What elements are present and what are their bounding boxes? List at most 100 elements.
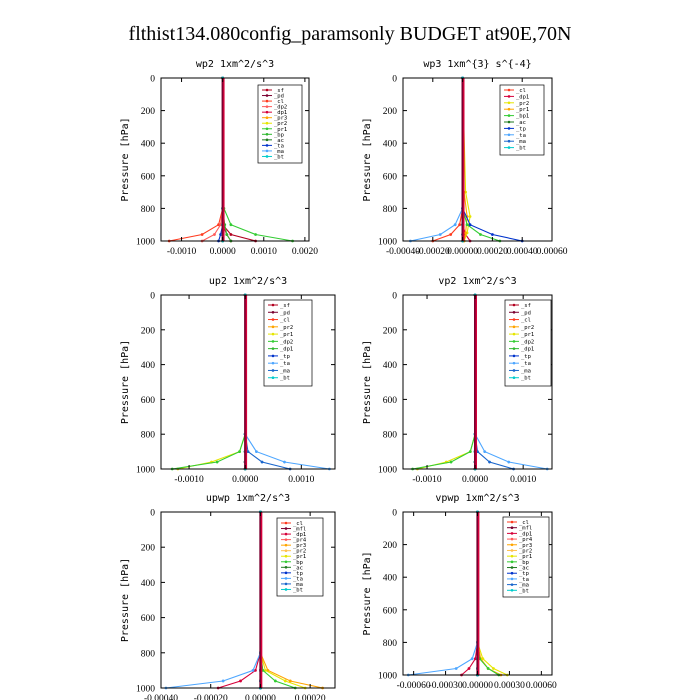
legend-label: _ma <box>519 583 529 589</box>
x-tick-label: 0.0000 <box>232 475 258 485</box>
legend-label: _ma <box>280 368 290 374</box>
legend-marker <box>284 560 288 564</box>
legend-marker <box>507 95 511 98</box>
figure-title: flthist134.080config_paramsonly BUDGET a… <box>129 23 572 45</box>
y-tick-label: 400 <box>141 361 156 371</box>
legend-marker <box>507 114 511 117</box>
legend-marker <box>510 589 514 592</box>
legend-marker <box>510 571 514 575</box>
panels: wp2 1xm^2/s^3 Pressure [hPa] 0 200 400 600 800… <box>120 59 568 700</box>
series-point <box>260 460 264 464</box>
legend-marker <box>265 149 269 153</box>
legend-label: _pd <box>280 310 290 316</box>
legend-label: _pr2 <box>521 325 534 331</box>
panel-title: upwp 1xm^2/s^3 <box>206 493 290 504</box>
x-tick-label: 0.00060 <box>526 681 557 691</box>
legend-label: _ma <box>274 149 284 155</box>
legend-label: _tp <box>519 571 529 577</box>
legend-marker <box>507 146 511 149</box>
legend-label: _cl <box>274 99 284 105</box>
series-point <box>465 223 469 227</box>
legend-label: _sf <box>274 88 284 94</box>
legend-marker <box>265 155 269 158</box>
legend-marker <box>265 110 269 114</box>
legend-marker <box>271 354 275 358</box>
plot-frame <box>160 511 336 689</box>
legend-marker <box>512 354 516 358</box>
series-point <box>507 460 511 464</box>
legend-marker <box>271 347 275 350</box>
legend-marker <box>284 577 288 580</box>
legend-marker <box>510 532 514 535</box>
legend-label: _ac <box>516 120 526 126</box>
legend-label: _cl <box>519 520 529 526</box>
legend-label: _ma <box>293 582 303 588</box>
y-tick-label: 0 <box>392 292 397 302</box>
series-point <box>254 669 257 672</box>
legend-marker <box>512 325 516 329</box>
series-point <box>219 223 223 227</box>
legend-marker <box>512 361 516 365</box>
legend-marker <box>271 310 275 314</box>
legend-marker <box>284 582 288 586</box>
series-point <box>438 233 442 236</box>
legend-label: _pr2 <box>280 325 293 331</box>
legend-marker <box>271 303 275 307</box>
series-point <box>213 233 216 236</box>
x-tick-label: -0.00020 <box>194 694 228 700</box>
legend-marker <box>265 116 269 119</box>
series-point <box>479 233 482 236</box>
series-point <box>251 669 255 672</box>
plot-frame <box>160 294 336 470</box>
legend-marker <box>510 526 514 529</box>
legend-marker <box>284 554 288 558</box>
legend-marker <box>284 566 288 569</box>
legend-marker <box>512 318 516 321</box>
y-tick-label: 800 <box>383 431 398 441</box>
legend-label: _dp1 <box>516 94 529 100</box>
series-point <box>229 233 233 236</box>
y-tick-label: 1000 <box>378 238 397 248</box>
y-tick-label: 200 <box>141 326 156 336</box>
series-point <box>229 223 233 227</box>
legend-marker <box>507 101 511 105</box>
panel-0: wp2 1xm^2/s^3 Pressure [hPa] 0 200 400 600 800… <box>120 59 318 257</box>
y-tick-label: 600 <box>383 606 398 616</box>
series-point <box>283 460 286 464</box>
legend-marker <box>510 549 514 552</box>
legend-marker <box>265 99 269 103</box>
y-tick-label: 0 <box>150 75 155 85</box>
y-tick-label: 1000 <box>136 466 155 476</box>
legend-label: _pr2 <box>516 101 529 107</box>
legend-label: _ta <box>516 133 526 139</box>
legend-label: _pr3 <box>519 543 532 549</box>
legend-box <box>502 516 550 598</box>
y-tick-label: 200 <box>141 107 156 117</box>
legend-label: _tp <box>280 354 290 360</box>
y-axis-label: Pressure [hPa] <box>120 117 131 201</box>
series-point <box>491 233 494 236</box>
series-point <box>239 679 242 683</box>
legend-label: _tp <box>516 126 526 132</box>
legend-label: _pr1 <box>519 554 532 560</box>
x-tick-label: 0.00020 <box>295 694 326 700</box>
legend-marker <box>265 94 269 97</box>
legend-label: _pr2 <box>293 549 306 555</box>
panel-4: upwp 1xm^2/s^3 Pressure [hPa] 0 200 400 600 80… <box>120 493 336 700</box>
x-tick-label: 0.00030 <box>494 681 525 691</box>
y-tick-label: 200 <box>141 544 156 554</box>
x-tick-label: 0.00040 <box>507 247 538 257</box>
panel-title: vp2 1xm^2/s^3 <box>438 276 516 287</box>
y-tick-label: 400 <box>383 140 398 150</box>
legend-label: _cl <box>521 318 531 324</box>
legend-marker <box>512 332 516 336</box>
legend-label: _dp1 <box>521 347 534 353</box>
y-tick-label: 400 <box>383 361 398 371</box>
y-tick-label: 800 <box>141 205 156 215</box>
x-tick-label: -0.00020 <box>416 247 450 257</box>
y-axis-label: Pressure [hPa] <box>362 117 373 201</box>
legend-label: _tp <box>293 571 303 577</box>
legend-marker <box>271 376 275 380</box>
legend-marker <box>265 88 269 92</box>
legend-label: _bt <box>519 588 529 594</box>
